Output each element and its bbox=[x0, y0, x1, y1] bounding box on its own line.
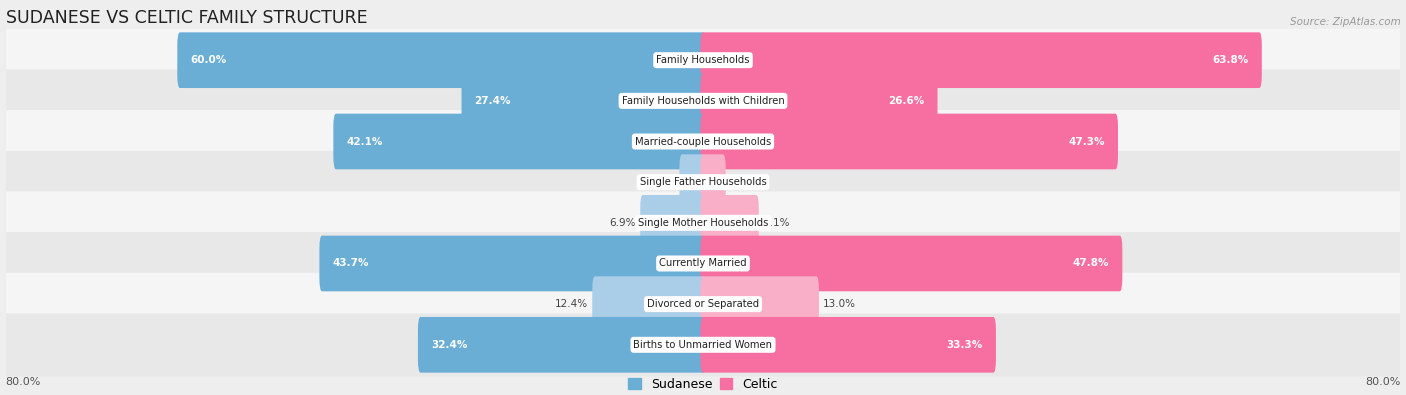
FancyBboxPatch shape bbox=[700, 114, 1118, 169]
FancyBboxPatch shape bbox=[418, 317, 706, 372]
Text: 26.6%: 26.6% bbox=[889, 96, 924, 106]
Text: Currently Married: Currently Married bbox=[659, 258, 747, 269]
Text: 42.1%: 42.1% bbox=[346, 137, 382, 147]
Text: 32.4%: 32.4% bbox=[432, 340, 467, 350]
FancyBboxPatch shape bbox=[700, 195, 759, 251]
Text: 47.3%: 47.3% bbox=[1069, 137, 1105, 147]
FancyBboxPatch shape bbox=[700, 317, 995, 372]
Text: 27.4%: 27.4% bbox=[475, 96, 512, 106]
Text: Married-couple Households: Married-couple Households bbox=[636, 137, 770, 147]
FancyBboxPatch shape bbox=[177, 32, 706, 88]
Text: Family Households with Children: Family Households with Children bbox=[621, 96, 785, 106]
Text: 80.0%: 80.0% bbox=[6, 377, 41, 387]
FancyBboxPatch shape bbox=[3, 232, 1403, 295]
Text: 47.8%: 47.8% bbox=[1073, 258, 1109, 269]
FancyBboxPatch shape bbox=[592, 276, 706, 332]
FancyBboxPatch shape bbox=[461, 73, 706, 129]
Text: 63.8%: 63.8% bbox=[1212, 55, 1249, 65]
Text: Single Mother Households: Single Mother Households bbox=[638, 218, 768, 228]
FancyBboxPatch shape bbox=[3, 151, 1403, 214]
Text: 6.1%: 6.1% bbox=[763, 218, 790, 228]
Text: SUDANESE VS CELTIC FAMILY STRUCTURE: SUDANESE VS CELTIC FAMILY STRUCTURE bbox=[6, 9, 367, 26]
Text: 13.0%: 13.0% bbox=[824, 299, 856, 309]
Text: Single Father Households: Single Father Households bbox=[640, 177, 766, 187]
Text: 80.0%: 80.0% bbox=[1365, 377, 1400, 387]
FancyBboxPatch shape bbox=[679, 154, 706, 210]
Text: 2.4%: 2.4% bbox=[648, 177, 675, 187]
Text: Births to Unmarried Women: Births to Unmarried Women bbox=[634, 340, 772, 350]
FancyBboxPatch shape bbox=[700, 154, 725, 210]
FancyBboxPatch shape bbox=[700, 32, 1261, 88]
Text: 33.3%: 33.3% bbox=[946, 340, 983, 350]
Text: 2.3%: 2.3% bbox=[730, 177, 756, 187]
Text: 6.9%: 6.9% bbox=[609, 218, 636, 228]
Text: Family Households: Family Households bbox=[657, 55, 749, 65]
Text: 60.0%: 60.0% bbox=[190, 55, 226, 65]
FancyBboxPatch shape bbox=[3, 273, 1403, 335]
FancyBboxPatch shape bbox=[700, 236, 1122, 292]
FancyBboxPatch shape bbox=[3, 192, 1403, 254]
Text: 12.4%: 12.4% bbox=[555, 299, 588, 309]
FancyBboxPatch shape bbox=[640, 195, 706, 251]
Text: Source: ZipAtlas.com: Source: ZipAtlas.com bbox=[1289, 17, 1400, 26]
FancyBboxPatch shape bbox=[3, 110, 1403, 173]
FancyBboxPatch shape bbox=[700, 276, 818, 332]
Text: Divorced or Separated: Divorced or Separated bbox=[647, 299, 759, 309]
FancyBboxPatch shape bbox=[3, 29, 1403, 92]
FancyBboxPatch shape bbox=[700, 73, 938, 129]
FancyBboxPatch shape bbox=[333, 114, 706, 169]
Text: 43.7%: 43.7% bbox=[332, 258, 368, 269]
Legend: Sudanese, Celtic: Sudanese, Celtic bbox=[628, 378, 778, 391]
FancyBboxPatch shape bbox=[3, 70, 1403, 132]
FancyBboxPatch shape bbox=[3, 313, 1403, 376]
FancyBboxPatch shape bbox=[319, 236, 706, 292]
